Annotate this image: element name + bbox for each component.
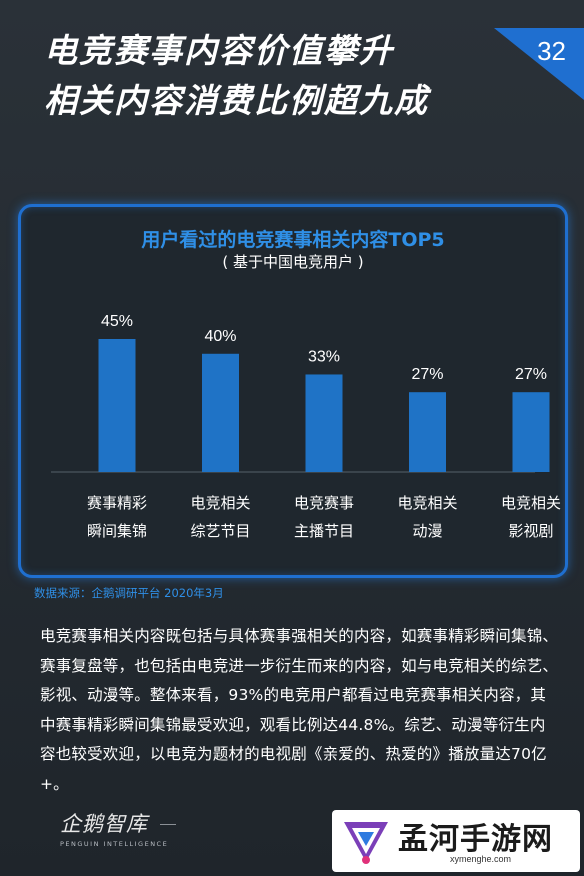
watermark-url: xymenghe.com [450,854,512,864]
bar-value-label: 27% [411,366,443,383]
bar-value-label: 33% [308,348,340,365]
page-title: 电竞赛事内容价值攀升 相关内容消费比例超九成 [44,26,514,126]
category-label: 电竞相关 [501,494,561,512]
penguin-logo: 企鹅智库 PENGUIN INTELLIGENCE [60,808,168,848]
page-number: 32 [537,36,566,66]
chart-panel: 用户看过的电竞赛事相关内容TOP5 ( 基于中国电竞用户 ) 45% 赛事精彩瞬间… [18,204,568,578]
chart-title: 用户看过的电竞赛事相关内容TOP5 [141,229,445,251]
logo-divider [160,824,176,825]
category-label: 综艺节目 [190,522,250,540]
chart-subtitle: ( 基于中国电竞用户 ) [222,253,364,271]
category-label: 动漫 [412,522,442,540]
category-label: 赛事精彩 [87,494,147,512]
watermark-badge: 孟河手游网 xymenghe.com [332,810,580,872]
category-label: 影视剧 [508,522,553,540]
category-label: 电竞相关 [190,494,250,512]
chart-bar [409,392,446,472]
watermark-name: 孟河手游网 [398,822,553,857]
bar-value-label: 40% [204,328,236,345]
brand-name: 企鹅智库 [60,812,148,836]
body-paragraph: 电竞赛事相关内容既包括与具体赛事强相关的内容，如赛事精彩瞬间集锦、赛事复盘等，也… [40,627,559,793]
chart-bar [512,392,550,472]
chart-bar [202,353,239,472]
bar-value-label: 27% [515,366,547,383]
bar-value-label: 45% [101,313,133,330]
page-number-corner [494,28,584,100]
chart-bar [305,374,343,472]
watermark-logo-icon [344,822,388,864]
data-source: 数据来源：企鹅调研平台 2020年3月 [34,586,224,600]
category-label: 电竞赛事 [294,494,354,512]
title-line-2: 相关内容消费比例超九成 [44,81,429,120]
chart-bar [98,339,136,472]
brand-en: PENGUIN INTELLIGENCE [60,840,169,848]
title-line-1: 电竞赛事内容价值攀升 [44,31,394,70]
category-label: 主播节目 [294,522,354,540]
category-label: 瞬间集锦 [87,522,147,540]
category-label: 电竞相关 [397,494,457,512]
